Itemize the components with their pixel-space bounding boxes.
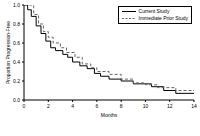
svg-text:10: 10 <box>143 103 149 109</box>
html-text:Immediate Prior Study: Immediate Prior Study <box>138 15 188 21</box>
svg-text:8: 8 <box>120 103 123 109</box>
svg-text:0.6: 0.6 <box>13 40 20 46</box>
svg-text:14: 14 <box>191 103 192 109</box>
svg-text:0.2: 0.2 <box>13 78 20 84</box>
svg-text:4: 4 <box>71 103 74 109</box>
svg-text:12: 12 <box>167 103 173 109</box>
svg-text:2: 2 <box>47 103 50 109</box>
svg-text:Proportion Progression-Free: Proportion Progression-Free <box>8 21 11 84</box>
html-text:Current Study: Current Study <box>138 8 170 14</box>
svg-text:1.0: 1.0 <box>13 2 20 8</box>
svg-text:0.4: 0.4 <box>13 59 20 65</box>
svg-text:0.0: 0.0 <box>13 97 20 103</box>
svg-text:0: 0 <box>23 103 26 109</box>
svg-text:6: 6 <box>95 103 98 109</box>
svg-text:0.8: 0.8 <box>13 21 20 27</box>
svg-text:Months: Months <box>101 112 118 118</box>
